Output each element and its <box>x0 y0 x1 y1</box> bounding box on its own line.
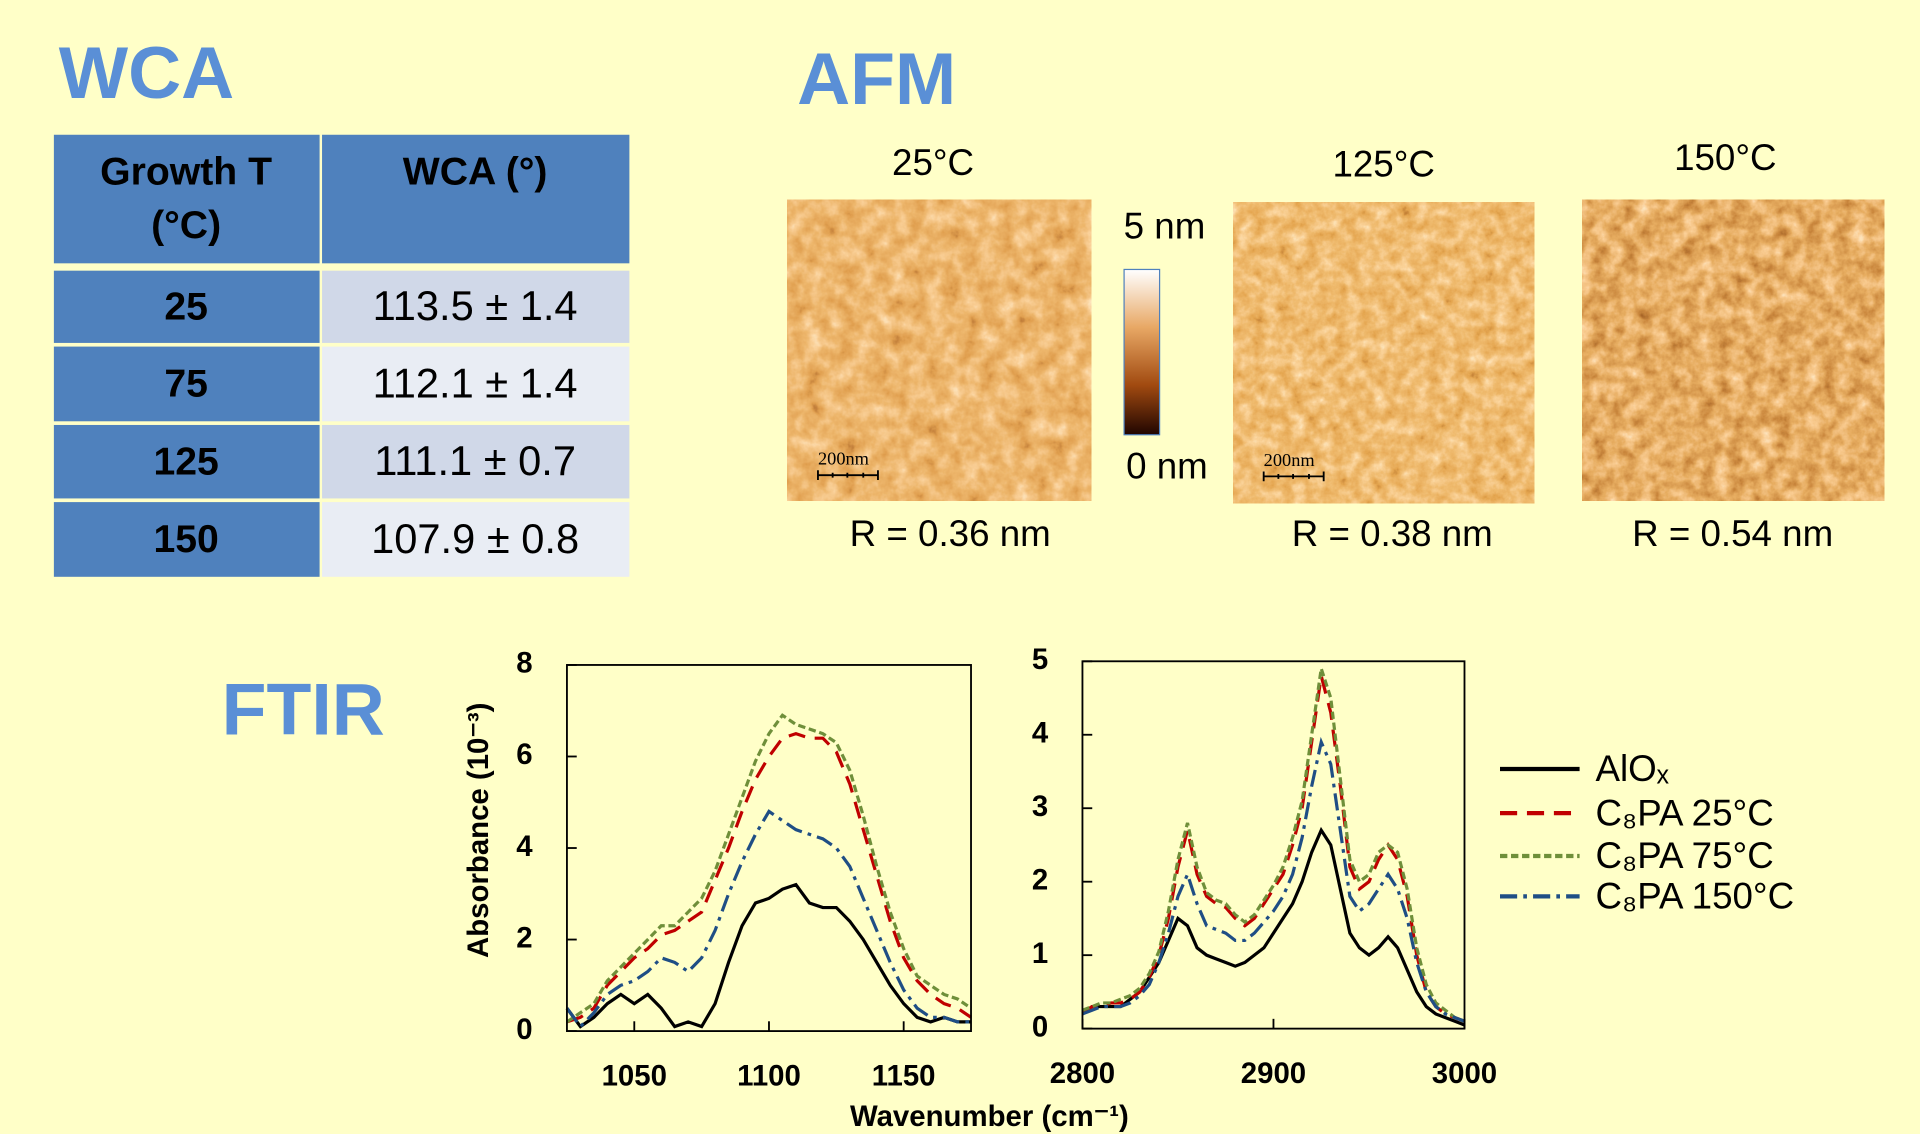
roughness: R = 0.54 nm <box>1632 513 1833 554</box>
header-text: (°C) <box>151 204 221 247</box>
scale-bar <box>1262 471 1325 482</box>
y-tick-label: 1 <box>1032 937 1048 970</box>
legend-label: C₈PA 150°C <box>1596 876 1795 917</box>
afm-image <box>787 199 1092 501</box>
y-tick-label: 3 <box>1032 790 1048 823</box>
colorbar-label: 0 nm <box>1126 446 1208 487</box>
scale-bar <box>817 470 879 481</box>
plot-frame <box>1081 660 1466 1030</box>
y-tick-label: 5 <box>1032 643 1048 676</box>
x-tick-label: 1050 <box>602 1059 667 1092</box>
x-tick-label: 2900 <box>1241 1057 1306 1090</box>
section-title: FTIR <box>222 668 385 751</box>
colorbar <box>1123 268 1161 436</box>
section-title: WCA <box>59 31 234 114</box>
cell <box>322 502 630 577</box>
cell-text: 75 <box>164 363 208 406</box>
series-line <box>565 882 972 1029</box>
colorbar-label: 5 nm <box>1124 206 1206 247</box>
section-title: AFM <box>797 37 956 120</box>
row-header-cell <box>53 346 320 422</box>
series-line <box>566 713 972 1024</box>
series-line <box>1081 675 1466 1023</box>
series-line <box>1081 736 1466 1023</box>
row-header-cell <box>53 502 320 577</box>
cell-text: 150 <box>153 518 218 561</box>
cell <box>322 424 630 499</box>
afm-label: 150°C <box>1674 137 1776 178</box>
x-tick-label: 1150 <box>872 1059 936 1092</box>
y-tick-label: 0 <box>516 1013 532 1046</box>
scale-bar-label: 200nm <box>818 449 869 469</box>
header-cell <box>322 134 630 264</box>
header-cell <box>53 134 320 264</box>
x-tick-label: 1100 <box>737 1059 801 1092</box>
y-tick-label: 0 <box>1032 1010 1048 1043</box>
x-axis-label: Wavenumber (cm⁻¹) <box>850 1100 1129 1133</box>
afm-image <box>1233 202 1535 504</box>
header-text: Growth T <box>100 150 272 193</box>
x-tick-label: 2800 <box>1050 1057 1115 1090</box>
y-tick-label: 4 <box>1032 717 1049 750</box>
afm-label: 25°C <box>892 142 974 183</box>
roughness: R = 0.36 nm <box>850 513 1051 554</box>
y-tick-label: 4 <box>516 830 533 863</box>
afm-image <box>1582 199 1885 501</box>
y-tick-label: 8 <box>516 647 532 680</box>
x-tick-label: 3000 <box>1432 1057 1497 1090</box>
cell-text: 125 <box>153 440 218 483</box>
roughness: R = 0.38 nm <box>1292 513 1493 554</box>
series-line <box>565 809 972 1030</box>
scale-bar-label: 200nm <box>1264 450 1315 470</box>
series-line <box>1081 826 1466 1027</box>
y-tick-label: 2 <box>1032 863 1048 896</box>
cell-text: 25 <box>164 286 208 329</box>
y-tick-label: 6 <box>516 738 532 771</box>
legend-label: C₈PA 75°C <box>1596 835 1774 876</box>
wca-table: Growth T (°C) WCA (°) <box>53 134 630 264</box>
afm-panels: 25°C 125°C 150°C R = 0.36 nm R = 0.38 nm… <box>787 137 1885 554</box>
y-tick-label: 2 <box>516 921 532 954</box>
series-line <box>566 731 972 1024</box>
plot-frame <box>566 664 972 1032</box>
cell-text: 112.1 ± 1.4 <box>373 359 578 406</box>
series-line <box>1081 668 1466 1023</box>
cell-text: 113.5 ± 1.4 <box>373 282 578 329</box>
cell-text: 107.9 ± 0.8 <box>371 515 579 562</box>
cell-text: 111.1 ± 0.7 <box>374 437 576 484</box>
cell <box>322 270 630 343</box>
afm-label: 125°C <box>1332 143 1434 184</box>
cell <box>322 346 630 422</box>
y-axis-label: Absorbance (10⁻³) <box>462 703 495 958</box>
legend-label: AlOₓ <box>1596 748 1669 789</box>
row-header-cell <box>53 270 320 343</box>
row-header-cell <box>53 424 320 499</box>
header-text: WCA (°) <box>403 150 548 193</box>
legend-label: C₈PA 25°C <box>1596 792 1774 833</box>
